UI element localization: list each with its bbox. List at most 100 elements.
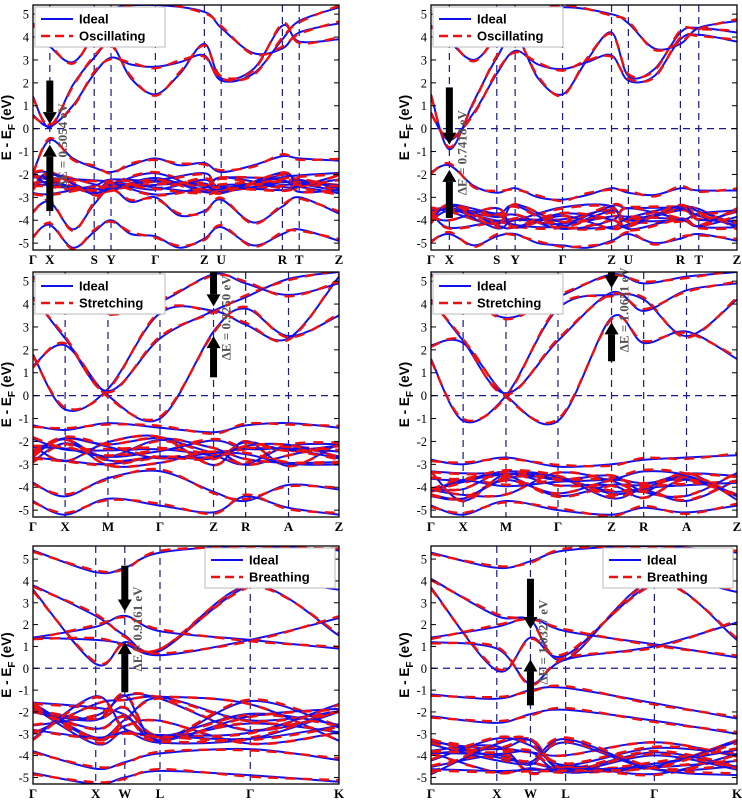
kpoint-label: X — [45, 252, 55, 267]
gap-arrow-down-head — [442, 132, 457, 145]
legend-label: Breathing — [647, 570, 708, 585]
kpoint-label: M — [500, 519, 512, 534]
band-perturbed — [431, 206, 737, 230]
ytick-label: -2 — [417, 435, 427, 449]
band-perturbed — [33, 767, 339, 784]
band-perturbed — [431, 315, 737, 425]
legend-box — [432, 273, 564, 315]
legend-label: Stretching — [477, 296, 541, 311]
ytick-label: -1 — [19, 412, 29, 426]
band-perturbed — [33, 171, 339, 197]
kpoint-label: X — [458, 519, 468, 534]
band-perturbed — [431, 501, 737, 517]
ytick-label: 1 — [421, 366, 427, 380]
y-axis-title-main: E - E — [397, 668, 412, 698]
band-perturbed — [431, 470, 737, 498]
y-axis-title: E - EF (eV) — [397, 632, 416, 697]
gap-annotation: ΔE = 0.9250 eV — [219, 275, 234, 360]
band-ideal — [33, 469, 339, 503]
band-perturbed — [33, 305, 339, 422]
ytick-label: -1 — [417, 145, 427, 159]
band-perturbed — [431, 32, 737, 140]
band-perturbed — [431, 684, 737, 718]
ytick-label: -2 — [19, 705, 29, 719]
gap-arrow-up-head — [117, 642, 132, 655]
ytick-label: 1 — [23, 640, 29, 654]
kpoint-label: X — [445, 252, 455, 267]
ytick-label: 0 — [23, 122, 29, 136]
kpoint-label: Γ — [29, 252, 37, 267]
y-axis-title-main: E - E — [397, 130, 412, 160]
kpoint-label: X — [60, 519, 70, 534]
ytick-label: 5 — [421, 553, 427, 567]
kpoint-label: X — [91, 786, 101, 801]
legend: Ideal Oscillating — [432, 6, 564, 48]
ytick-label: 0 — [421, 389, 427, 403]
ytick-label: 2 — [421, 343, 427, 357]
band-ideal — [33, 275, 339, 412]
legend: Ideal Oscillating — [34, 6, 166, 48]
band-perturbed — [33, 220, 339, 250]
plot-area — [33, 272, 339, 517]
ytick-label: -2 — [417, 168, 427, 182]
y-axis-title-unit: (eV) — [397, 632, 412, 661]
band-perturbed — [33, 5, 339, 126]
band-perturbed — [33, 615, 339, 655]
ytick-label: 1 — [421, 99, 427, 113]
band-perturbed — [431, 230, 737, 249]
kpoint-label: Γ — [650, 786, 658, 801]
y-axis-title: E - EF (eV) — [0, 95, 18, 160]
gap-arrow-up-head — [206, 336, 221, 349]
y-axis-title-subscript: F — [405, 391, 416, 397]
gap-annotation: ΔE = 0.7418 eV — [454, 110, 469, 195]
kpoint-label: U — [624, 252, 634, 267]
legend-label: Oscillating — [79, 29, 146, 44]
ytick-label: -3 — [417, 727, 427, 741]
gap-arrow-up-head — [42, 144, 57, 157]
band-perturbed — [431, 741, 737, 774]
band-perturbed — [431, 204, 737, 231]
legend-box — [34, 6, 166, 48]
gap-arrow-down-shaft — [445, 87, 453, 133]
y-axis-title: E - EF (eV) — [0, 362, 18, 427]
kpoint-label: R — [241, 519, 251, 534]
legend: Ideal Breathing — [602, 547, 734, 589]
ytick-label: -2 — [19, 435, 29, 449]
y-axis-title-main: E - E — [397, 397, 412, 427]
legend-label: Ideal — [477, 12, 507, 27]
ytick-label: 3 — [23, 53, 29, 67]
ytick-label: 0 — [23, 662, 29, 676]
kpoint-label: Γ — [427, 519, 435, 534]
band-perturbed — [431, 468, 737, 496]
gap-annotation: ΔE = 1.0327 eV — [535, 599, 550, 684]
kpoint-label: S — [493, 252, 500, 267]
ytick-label: -5 — [19, 237, 29, 251]
ytick-label: 0 — [421, 122, 427, 136]
y-axis-title-unit: (eV) — [0, 632, 14, 661]
y-axis-title-subscript: F — [7, 662, 18, 668]
band-perturbed — [33, 441, 339, 467]
gap-arrow-up-shaft — [526, 671, 534, 706]
ytick-label: 5 — [23, 8, 29, 22]
band-ideal — [431, 737, 737, 776]
ytick-label: 4 — [23, 298, 30, 312]
band-ideal — [431, 204, 737, 230]
band-perturbed — [33, 439, 339, 464]
band-ideal — [431, 470, 737, 498]
band-perturbed — [431, 26, 737, 149]
ytick-label: 3 — [421, 596, 427, 610]
ytick-label: 2 — [23, 618, 29, 632]
ytick-label: 3 — [23, 320, 29, 334]
kpoint-label: S — [91, 252, 98, 267]
y-axis-title-main: E - E — [0, 668, 14, 698]
ytick-label: 4 — [23, 31, 30, 45]
band-perturbed — [431, 619, 737, 687]
legend: Ideal Stretching — [432, 273, 564, 315]
y-axis-title-main: E - E — [0, 130, 14, 160]
band-perturbed — [431, 280, 737, 396]
legend-label: Ideal — [79, 12, 109, 27]
kpoint-label: L — [156, 786, 165, 801]
